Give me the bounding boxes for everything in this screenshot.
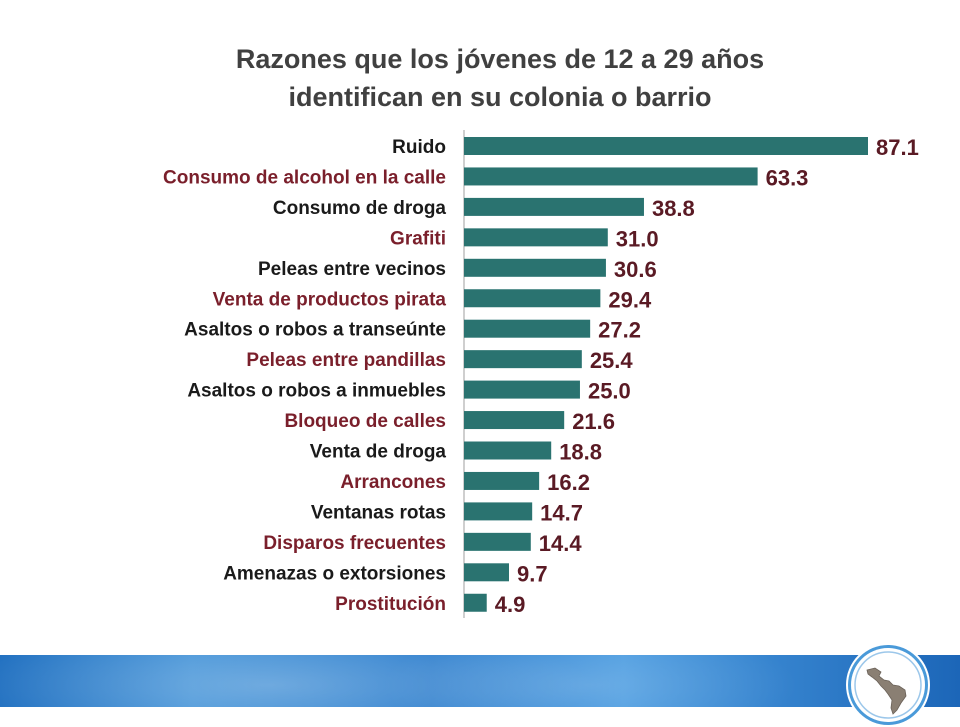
value-label: 16.2 xyxy=(547,470,590,495)
value-label: 21.6 xyxy=(572,409,615,434)
category-label: Prostitución xyxy=(335,594,446,615)
category-label: Peleas entre pandillas xyxy=(246,350,446,371)
chart-title-line-1: Razones que los jóvenes de 12 a 29 años xyxy=(235,44,765,74)
value-label: 29.4 xyxy=(608,287,652,312)
chart-title: Razones que los jóvenes de 12 a 29 años … xyxy=(0,40,960,116)
category-label: Asaltos o robos a inmuebles xyxy=(187,381,446,402)
bar xyxy=(464,167,758,186)
value-label: 14.4 xyxy=(539,531,583,556)
category-label: Grafiti xyxy=(390,228,446,249)
bar xyxy=(464,502,533,521)
category-label: Asaltos o robos a transeúnte xyxy=(184,320,446,341)
bar xyxy=(464,350,582,369)
bar xyxy=(464,441,552,460)
category-label: Venta de productos pirata xyxy=(213,289,447,310)
chart-title-line-2: identifican en su colonia o barrio xyxy=(288,82,712,112)
category-label: Ventanas rotas xyxy=(311,502,446,523)
value-label: 38.8 xyxy=(652,196,695,221)
category-label: Disparos frecuentes xyxy=(263,533,446,554)
category-label: Venta de droga xyxy=(310,442,447,463)
value-label: 18.8 xyxy=(559,440,602,465)
value-label: 87.1 xyxy=(876,135,919,160)
value-label: 27.2 xyxy=(598,318,641,343)
bar xyxy=(464,532,531,551)
bar xyxy=(464,137,868,155)
category-label: Peleas entre vecinos xyxy=(258,259,446,280)
bar xyxy=(464,197,644,216)
bar xyxy=(464,319,591,338)
value-label: 30.6 xyxy=(614,257,657,282)
bar xyxy=(464,411,565,430)
value-label: 31.0 xyxy=(616,226,659,251)
value-label: 14.7 xyxy=(540,500,583,525)
bar xyxy=(464,380,580,399)
bar xyxy=(464,563,509,582)
bar xyxy=(464,258,606,277)
value-label: 25.0 xyxy=(588,379,631,404)
category-label: Consumo de alcohol en la calle xyxy=(163,167,446,188)
category-label: Consumo de droga xyxy=(273,198,447,219)
bar xyxy=(464,228,608,247)
value-label: 4.9 xyxy=(495,592,526,617)
value-label: 63.3 xyxy=(766,165,809,190)
latin-america-map-icon xyxy=(851,648,925,722)
category-label: Bloqueo de calles xyxy=(284,411,446,432)
footer-band xyxy=(0,655,960,707)
bar xyxy=(464,471,540,490)
value-label: 9.7 xyxy=(517,561,548,586)
category-label: Ruido xyxy=(392,137,446,158)
category-label: Amenazas o extorsiones xyxy=(223,563,446,584)
bar-chart: Ruido 87.1 Consumo de alcohol en la calle 6… xyxy=(163,130,919,618)
bars-group: Ruido 87.1 Consumo de alcohol en la calle 6… xyxy=(163,135,919,617)
bar xyxy=(464,289,601,308)
value-label: 25.4 xyxy=(590,348,634,373)
bar xyxy=(464,593,487,612)
category-label: Arrancones xyxy=(340,472,446,493)
